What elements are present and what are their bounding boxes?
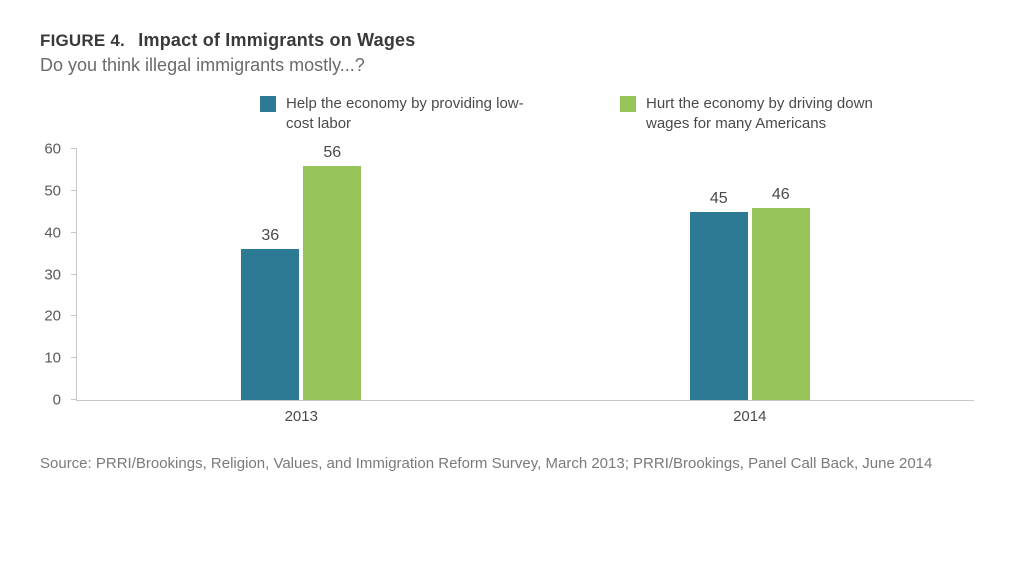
ytick-label: 50 bbox=[44, 182, 71, 199]
ytick-label: 20 bbox=[44, 308, 71, 325]
chart-plot: 0 10 20 30 40 50 60 36 56 bbox=[76, 149, 974, 401]
ytick-label: 40 bbox=[44, 224, 71, 241]
legend-label-help: Help the economy by providing low-cost l… bbox=[286, 94, 540, 133]
bar-groups: 36 56 2013 45 46 2014 bbox=[77, 149, 974, 400]
bar-2013-help: 36 bbox=[241, 249, 299, 400]
source-citation: Source: PRRI/Brookings, Religion, Values… bbox=[40, 453, 984, 475]
figure-subtitle: Do you think illegal immigrants mostly..… bbox=[40, 55, 984, 76]
chart-area: 0 10 20 30 40 50 60 36 56 bbox=[76, 149, 974, 429]
ytick-label: 60 bbox=[44, 141, 71, 158]
bar-group-2014: 45 46 2014 bbox=[526, 149, 975, 400]
ytick-label: 0 bbox=[53, 392, 71, 409]
figure-header: FIGURE 4. Impact of Immigrants on Wages bbox=[40, 30, 984, 51]
legend-label-hurt: Hurt the economy by driving down wages f… bbox=[646, 94, 900, 133]
legend-item-help: Help the economy by providing low-cost l… bbox=[260, 94, 540, 133]
bar-value: 56 bbox=[323, 144, 341, 166]
legend-swatch-help bbox=[260, 96, 276, 112]
bar-2013-hurt: 56 bbox=[303, 166, 361, 400]
bar-value: 45 bbox=[710, 190, 728, 212]
bar-value: 36 bbox=[261, 227, 279, 249]
legend-swatch-hurt bbox=[620, 96, 636, 112]
bar-2014-hurt: 46 bbox=[752, 208, 810, 400]
x-axis-label: 2013 bbox=[285, 400, 318, 425]
bar-group-2013: 36 56 2013 bbox=[77, 149, 526, 400]
x-axis-label: 2014 bbox=[733, 400, 766, 425]
ytick-label: 10 bbox=[44, 350, 71, 367]
figure-label: FIGURE 4. bbox=[40, 31, 125, 50]
figure-title: Impact of Immigrants on Wages bbox=[138, 30, 415, 50]
chart-legend: Help the economy by providing low-cost l… bbox=[40, 94, 984, 133]
legend-item-hurt: Hurt the economy by driving down wages f… bbox=[620, 94, 900, 133]
bar-value: 46 bbox=[772, 186, 790, 208]
ytick-label: 30 bbox=[44, 266, 71, 283]
bar-2014-help: 45 bbox=[690, 212, 748, 400]
